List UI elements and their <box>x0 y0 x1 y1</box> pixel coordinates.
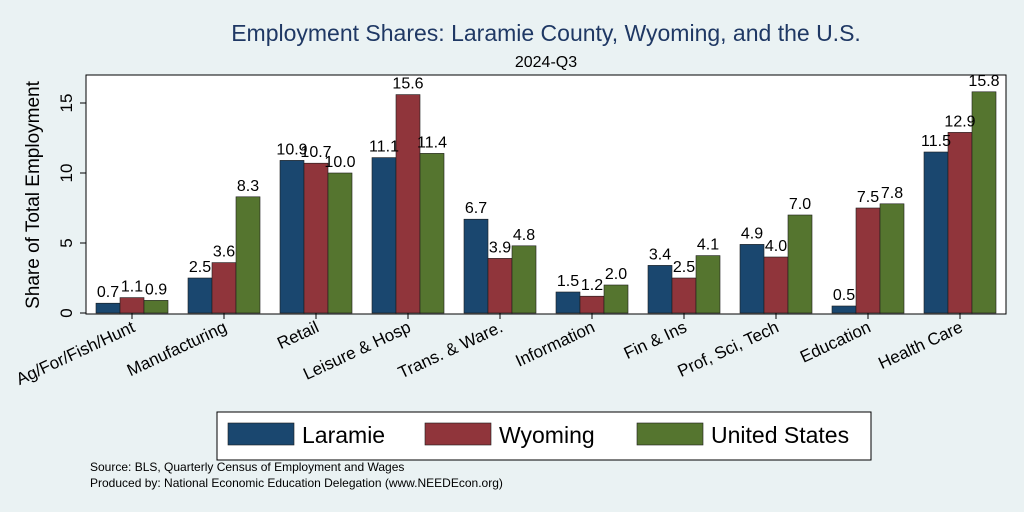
x-tick-label: Information <box>513 317 598 370</box>
bar-wyoming-manufacturing <box>211 262 237 314</box>
data-label: 10.7 <box>300 144 331 161</box>
bar-wyoming-education <box>855 207 881 314</box>
bar-wyoming-information <box>579 295 605 314</box>
data-labels: 0.7 1.1 0.92.53.68.310.910.710.011.115.611… <box>97 73 1000 304</box>
data-label: 11.5 <box>921 133 951 150</box>
data-label: 3.6 <box>213 244 235 261</box>
data-label: 4.8 <box>513 227 535 244</box>
data-label: 11.1 <box>369 139 399 156</box>
producer-note: Produced by: National Economic Education… <box>90 476 503 490</box>
bar-laramie-information <box>555 291 581 314</box>
legend-box <box>216 411 872 461</box>
bar-laramie-trans-ware <box>463 218 489 314</box>
bar-wyoming-trans-ware <box>487 258 513 314</box>
x-tick-label: Manufacturing <box>124 317 230 380</box>
data-label: 1.5 <box>557 273 579 290</box>
data-label: 4.9 <box>741 225 763 242</box>
data-label: 0.5 <box>833 287 855 304</box>
legend-label-laramie: Laramie <box>302 422 385 448</box>
x-tick-label: Fin & Ins <box>621 317 690 363</box>
bar-united-states-leisure-hosp <box>419 153 445 314</box>
bar-group <box>95 91 997 314</box>
bar-laramie-ag-for-fish-hunt <box>95 302 121 314</box>
bar-wyoming-ag-for-fish-hunt <box>119 297 145 314</box>
x-tick-label: Prof, Sci, Tech <box>675 317 782 380</box>
bar-wyoming-health-care <box>947 132 973 314</box>
bar-united-states-prof-sci-tech <box>787 214 813 314</box>
legend-label-wyoming: Wyoming <box>499 422 595 448</box>
source-note: Source: BLS, Quarterly Census of Employm… <box>90 460 404 474</box>
chart-subtitle: 2024-Q3 <box>515 54 577 71</box>
x-tick-label: Ag/For/Fish/Hunt <box>13 317 138 389</box>
chart-title: Employment Shares: Laramie County, Wyomi… <box>231 20 861 46</box>
y-axis-label: Share of Total Employment <box>23 80 44 308</box>
x-tick-label: Trans. & Ware. <box>395 317 505 382</box>
data-label: 8.3 <box>237 178 259 195</box>
bar-wyoming-fin-ins <box>671 277 697 314</box>
x-tick-label: Education <box>797 317 874 366</box>
data-label: 6.7 <box>465 200 487 217</box>
bar-united-states-trans-ware <box>511 245 537 314</box>
legend-swatch-united-states <box>636 422 704 446</box>
bar-united-states-information <box>603 284 629 314</box>
data-label: 0.7 <box>97 284 119 301</box>
bar-united-states-retail <box>327 172 353 314</box>
bar-laramie-education <box>831 305 857 314</box>
bar-laramie-fin-ins <box>647 265 673 314</box>
data-label: 7.5 <box>857 189 879 206</box>
bar-united-states-manufacturing <box>235 196 261 314</box>
data-label: 10.9 <box>276 141 307 158</box>
data-label: 15.6 <box>392 76 423 93</box>
y-tick-label: 5 <box>57 238 76 247</box>
data-label: 3.9 <box>489 239 511 256</box>
data-label: 11.4 <box>417 134 447 151</box>
bar-laramie-leisure-hosp <box>371 157 397 314</box>
bar-laramie-prof-sci-tech <box>739 244 765 314</box>
data-label: 10.0 <box>324 154 355 171</box>
legend: Laramie Wyoming United States <box>216 411 872 461</box>
legend-swatch-laramie <box>227 422 295 446</box>
data-label: 4.1 <box>697 237 719 254</box>
data-label: 7.0 <box>789 196 811 213</box>
bar-wyoming-prof-sci-tech <box>763 256 789 314</box>
y-tick-label: 15 <box>57 94 76 113</box>
bar-united-states-health-care <box>971 91 997 314</box>
x-tick-label: Health Care <box>875 317 965 373</box>
bar-wyoming-leisure-hosp <box>395 94 421 314</box>
data-label: 1.2 <box>581 277 603 294</box>
bar-united-states-fin-ins <box>695 255 721 314</box>
legend-label-united-states: United States <box>711 422 849 448</box>
data-label: 2.0 <box>605 266 627 283</box>
data-label: 7.8 <box>881 185 903 202</box>
bar-wyoming-retail <box>303 162 329 314</box>
data-label: 12.9 <box>944 113 975 130</box>
data-label: 2.5 <box>189 259 211 276</box>
data-label: 1.1 <box>121 279 143 296</box>
bar-laramie-health-care <box>923 151 949 314</box>
y-axis: 0 5 10 15 <box>57 94 86 318</box>
bar-united-states-education <box>879 203 905 314</box>
bar-laramie-manufacturing <box>187 277 213 314</box>
data-label: 4.0 <box>765 238 787 255</box>
y-tick-label: 10 <box>57 164 76 183</box>
bar-united-states-ag-for-fish-hunt <box>143 300 169 314</box>
data-label: 0.9 <box>145 281 167 298</box>
data-label: 2.5 <box>673 259 695 276</box>
x-tick-label: Retail <box>274 317 321 353</box>
data-label: 3.4 <box>649 246 671 263</box>
data-label: 15.8 <box>968 73 999 90</box>
legend-swatch-wyoming <box>424 422 492 446</box>
y-tick-label: 0 <box>57 308 76 317</box>
bar-laramie-retail <box>279 160 305 314</box>
